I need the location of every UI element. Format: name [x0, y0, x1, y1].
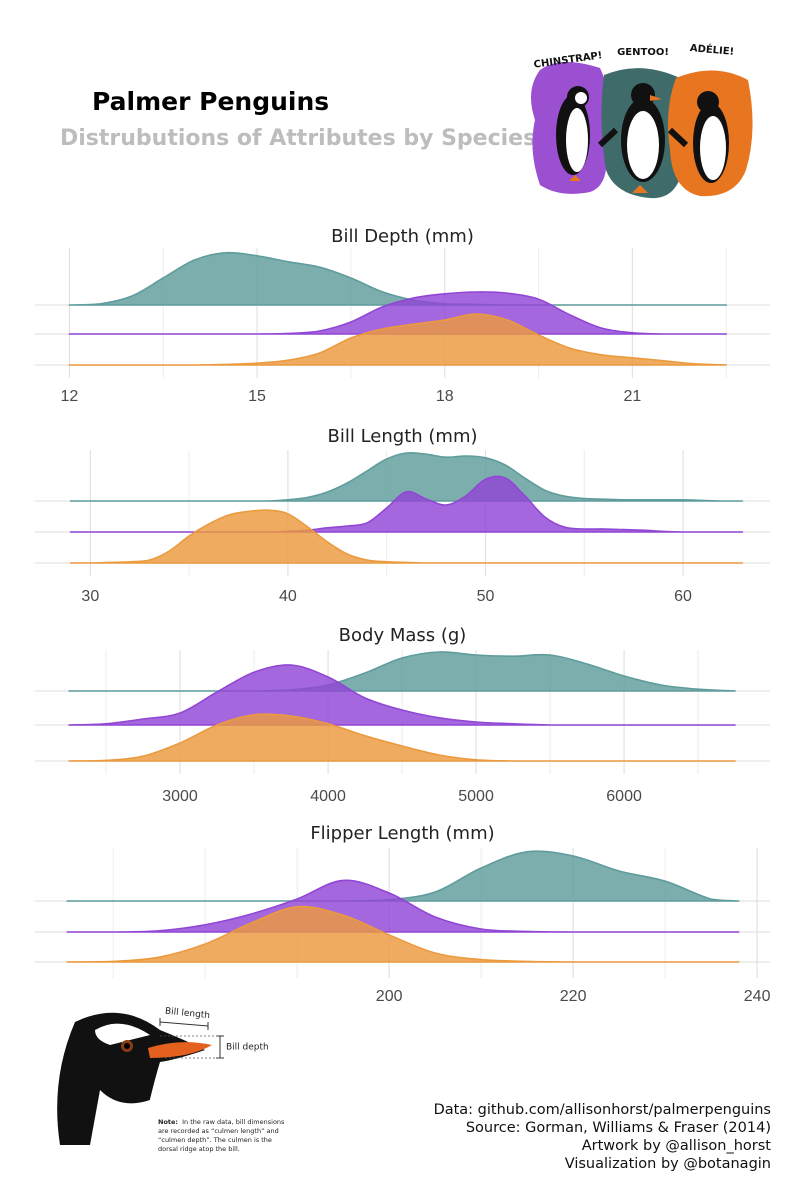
density-ridge — [66, 879, 740, 933]
density-ridge — [68, 651, 736, 692]
bill-depth-label: Bill depth — [226, 1043, 269, 1053]
x-tick-label: 40 — [279, 588, 297, 605]
x-tick-label: 6000 — [606, 788, 642, 805]
credit: Source: Gorman, Williams & Fraser (2014) — [466, 1120, 771, 1136]
density-ridge — [69, 451, 744, 502]
density-ridge — [68, 713, 736, 762]
panel-title: Flipper Length (mm) — [310, 823, 494, 844]
note-line: are recorded as “culmen length” and — [158, 1127, 279, 1135]
panel-title: Bill Depth (mm) — [331, 226, 474, 247]
density-ridge — [66, 850, 740, 902]
x-tick-label: 240 — [744, 988, 771, 1005]
subtitle: Distrubutions of Attributes by Species — [60, 126, 536, 151]
density-ridge — [66, 905, 740, 963]
artwork: CHINSTRAP! GENTOO! ADÉLIE! — [531, 41, 753, 199]
x-tick-label: 60 — [674, 588, 692, 605]
x-tick-label: 4000 — [310, 788, 346, 805]
credit: Artwork by @allison_horst — [582, 1138, 772, 1154]
note-line: dorsal ridge atop the bill. — [158, 1145, 240, 1153]
density-ridge — [69, 475, 744, 533]
x-tick-label: 5000 — [458, 788, 494, 805]
x-tick-label: 50 — [477, 588, 495, 605]
credit: Visualization by @botanagin — [565, 1156, 771, 1172]
x-tick-label: 200 — [376, 988, 403, 1005]
credit: Data: github.com/allisonhorst/palmerpeng… — [434, 1102, 771, 1118]
x-tick-label: 3000 — [162, 788, 198, 805]
note-label: Note: — [158, 1118, 178, 1126]
x-tick-label: 18 — [436, 388, 454, 405]
x-tick-label: 15 — [248, 388, 266, 405]
density-ridge — [68, 313, 728, 366]
x-tick-label: 21 — [623, 388, 641, 405]
density-ridge — [68, 664, 736, 726]
x-tick-label: 220 — [560, 988, 587, 1005]
density-ridge — [68, 251, 728, 306]
x-tick-label: 30 — [81, 588, 99, 605]
artwork-label: GENTOO! — [617, 47, 669, 58]
density-ridge — [68, 291, 728, 335]
note: Note: In the raw data, bill dimensions a… — [158, 1118, 287, 1153]
x-tick-label: 12 — [61, 388, 79, 405]
density-ridge — [69, 509, 744, 564]
bill-diagram: Bill length Bill depth Note: In the raw … — [57, 1007, 287, 1153]
note-line: “culmen depth”. The culmen is the — [158, 1136, 272, 1144]
artwork-label: ADÉLIE! — [689, 41, 734, 58]
panel-title: Body Mass (g) — [339, 625, 467, 646]
bill-length-label: Bill length — [164, 1007, 210, 1022]
title: Palmer Penguins — [92, 87, 329, 116]
note-line: In the raw data, bill dimensions — [182, 1118, 285, 1126]
panel-title: Bill Length (mm) — [328, 426, 478, 447]
